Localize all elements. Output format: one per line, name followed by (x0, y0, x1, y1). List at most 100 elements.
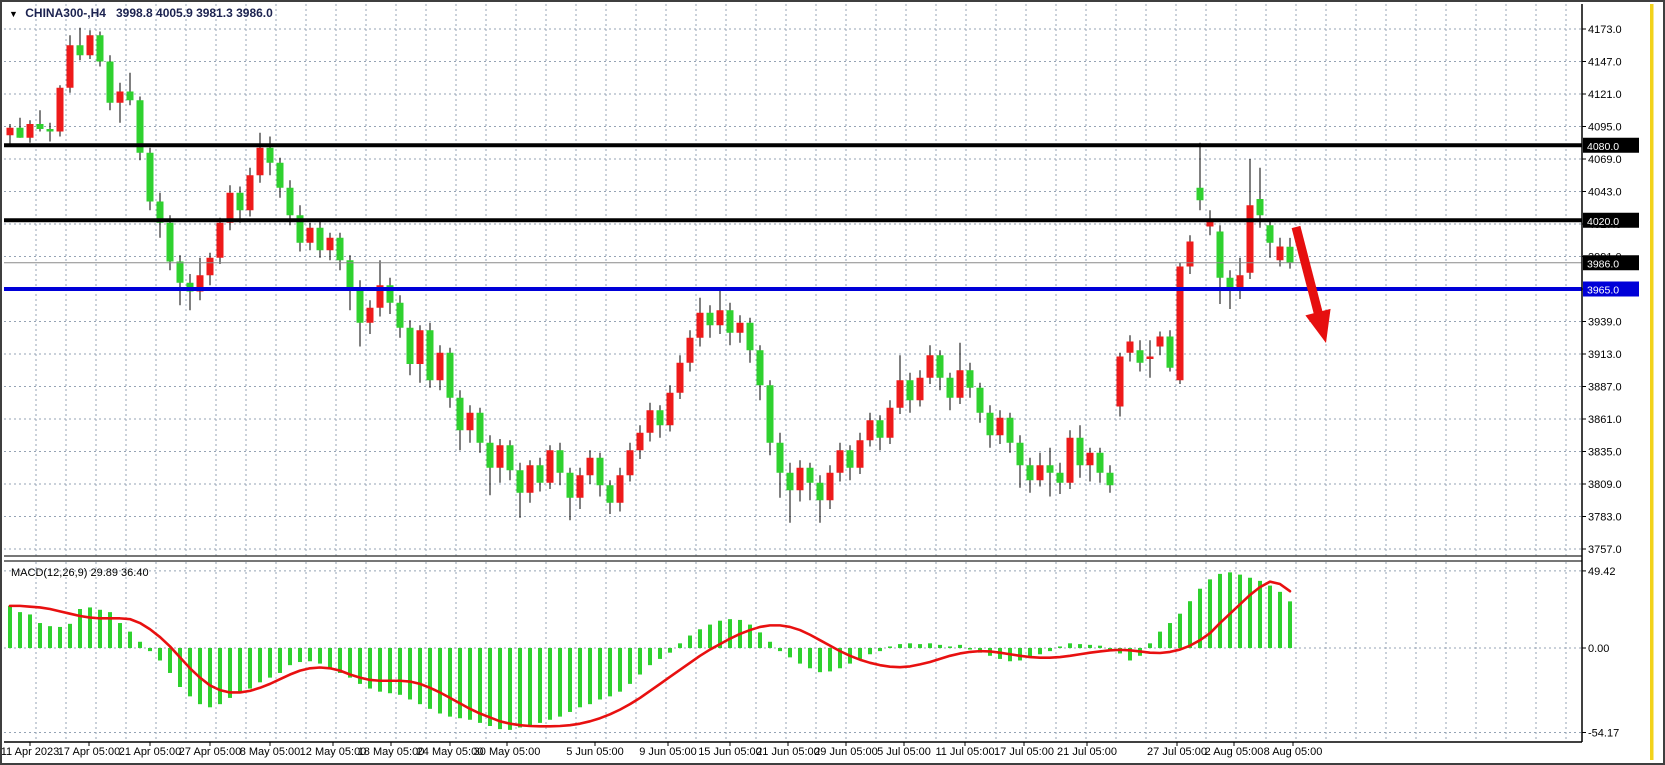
candlestick (56, 87, 64, 132)
candlestick (46, 129, 54, 132)
macd-tick-label: 49.42 (1588, 566, 1616, 578)
candlestick (576, 475, 584, 498)
price-badge (1583, 137, 1639, 153)
down-arrow-shaft[interactable] (1291, 225, 1324, 318)
candlestick (616, 475, 624, 503)
symbol-dropdown-icon[interactable]: ▼ (9, 9, 18, 19)
price-tick-label: 3757.0 (1588, 544, 1622, 556)
price-badge-label: 4080.0 (1587, 141, 1619, 153)
candlestick (1256, 199, 1264, 216)
candlestick (346, 260, 354, 288)
resistance-line[interactable] (4, 143, 1582, 148)
candlestick (506, 445, 514, 471)
candlestick (646, 410, 654, 433)
candlestick (756, 350, 764, 386)
candlestick (846, 450, 854, 468)
candlestick (146, 152, 154, 202)
candlestick (426, 330, 434, 381)
price-tick-label: 4069.0 (1588, 154, 1622, 166)
time-tick-label: 12 May 05:00 (300, 746, 367, 758)
candlestick (76, 45, 84, 56)
bid-price-line[interactable] (4, 262, 1582, 264)
time-tick-label: 11 Apr 2023 (2, 746, 59, 758)
price-tick-label: 4043.0 (1588, 187, 1622, 199)
chart-title: ▼ CHINA300-,H4 3998.8 4005.9 3981.3 3986… (9, 6, 273, 20)
candlestick (596, 457, 604, 486)
candlestick (1146, 356, 1154, 359)
candlestick (226, 192, 234, 223)
candlestick (1226, 277, 1234, 291)
macd-indicator-label: MACD(12,26,9) 29.89 36.40 (11, 567, 149, 579)
candlestick (876, 420, 884, 438)
candlestick (26, 124, 34, 138)
candlestick (16, 127, 24, 138)
candlestick (706, 312, 714, 326)
candlestick (656, 410, 664, 426)
price-tick-label: 3835.0 (1588, 447, 1622, 459)
candlestick (686, 337, 694, 363)
candlestick (306, 227, 314, 243)
price-tick-label: 3861.0 (1588, 414, 1622, 426)
candlestick (966, 370, 974, 388)
candlestick (586, 457, 594, 476)
candlestick (916, 377, 924, 401)
time-tick-label: 30 May 05:00 (474, 746, 541, 758)
candlestick (736, 322, 744, 333)
candlestick (1086, 452, 1094, 466)
resistance-line-2[interactable] (4, 218, 1582, 223)
price-badge-label: 4020.0 (1587, 216, 1619, 228)
candlestick (466, 412, 474, 431)
time-tick-label: 21 Jun 05:00 (756, 746, 820, 758)
price-badge-label: 3986.0 (1587, 258, 1619, 270)
candlestick (236, 192, 244, 211)
time-tick-label: 2 Aug 05:00 (1205, 746, 1264, 758)
candlestick (676, 362, 684, 393)
candlestick (1286, 246, 1294, 263)
down-arrow-head[interactable] (1305, 308, 1331, 343)
support-line[interactable] (4, 287, 1582, 291)
candlestick (356, 287, 364, 323)
candlestick (406, 327, 414, 364)
candlestick (1126, 341, 1134, 353)
candlestick (1216, 231, 1224, 278)
candlestick (176, 261, 184, 283)
price-tick-label: 3913.0 (1588, 349, 1622, 361)
time-tick-label: 24 May 05:00 (417, 746, 484, 758)
candlestick (536, 465, 544, 483)
candlestick (106, 61, 114, 103)
candlestick (666, 392, 674, 426)
chart-ohlc-values: 3998.8 4005.9 3981.3 3986.0 (116, 6, 273, 20)
candlestick (96, 35, 104, 62)
candlestick (1266, 225, 1274, 243)
candlestick (626, 450, 634, 476)
time-tick-label: 5 Jun 05:00 (566, 746, 624, 758)
candlestick (636, 432, 644, 451)
candlestick (416, 330, 424, 364)
candlestick (336, 237, 344, 261)
candlestick (696, 312, 704, 338)
price-badge (1583, 212, 1639, 228)
price-tick-label: 4173.0 (1588, 24, 1622, 36)
price-tick-label: 3887.0 (1588, 382, 1622, 394)
candlestick (516, 470, 524, 493)
candlestick (866, 420, 874, 441)
candlestick (216, 222, 224, 258)
time-tick-label: 15 Jun 05:00 (698, 746, 762, 758)
candlestick (996, 417, 1004, 436)
candlestick (526, 465, 534, 493)
candlestick (1046, 465, 1054, 473)
time-tick-label: 18 May 05:00 (358, 746, 425, 758)
candlestick (1076, 437, 1084, 466)
candlestick (1276, 246, 1284, 261)
candlestick (1236, 275, 1244, 291)
candlestick (836, 450, 844, 473)
candlestick (556, 450, 564, 473)
candlestick (1176, 266, 1184, 381)
candlestick (326, 237, 334, 251)
candlestick (956, 370, 964, 398)
candlestick (436, 352, 444, 381)
candlestick (826, 472, 834, 501)
